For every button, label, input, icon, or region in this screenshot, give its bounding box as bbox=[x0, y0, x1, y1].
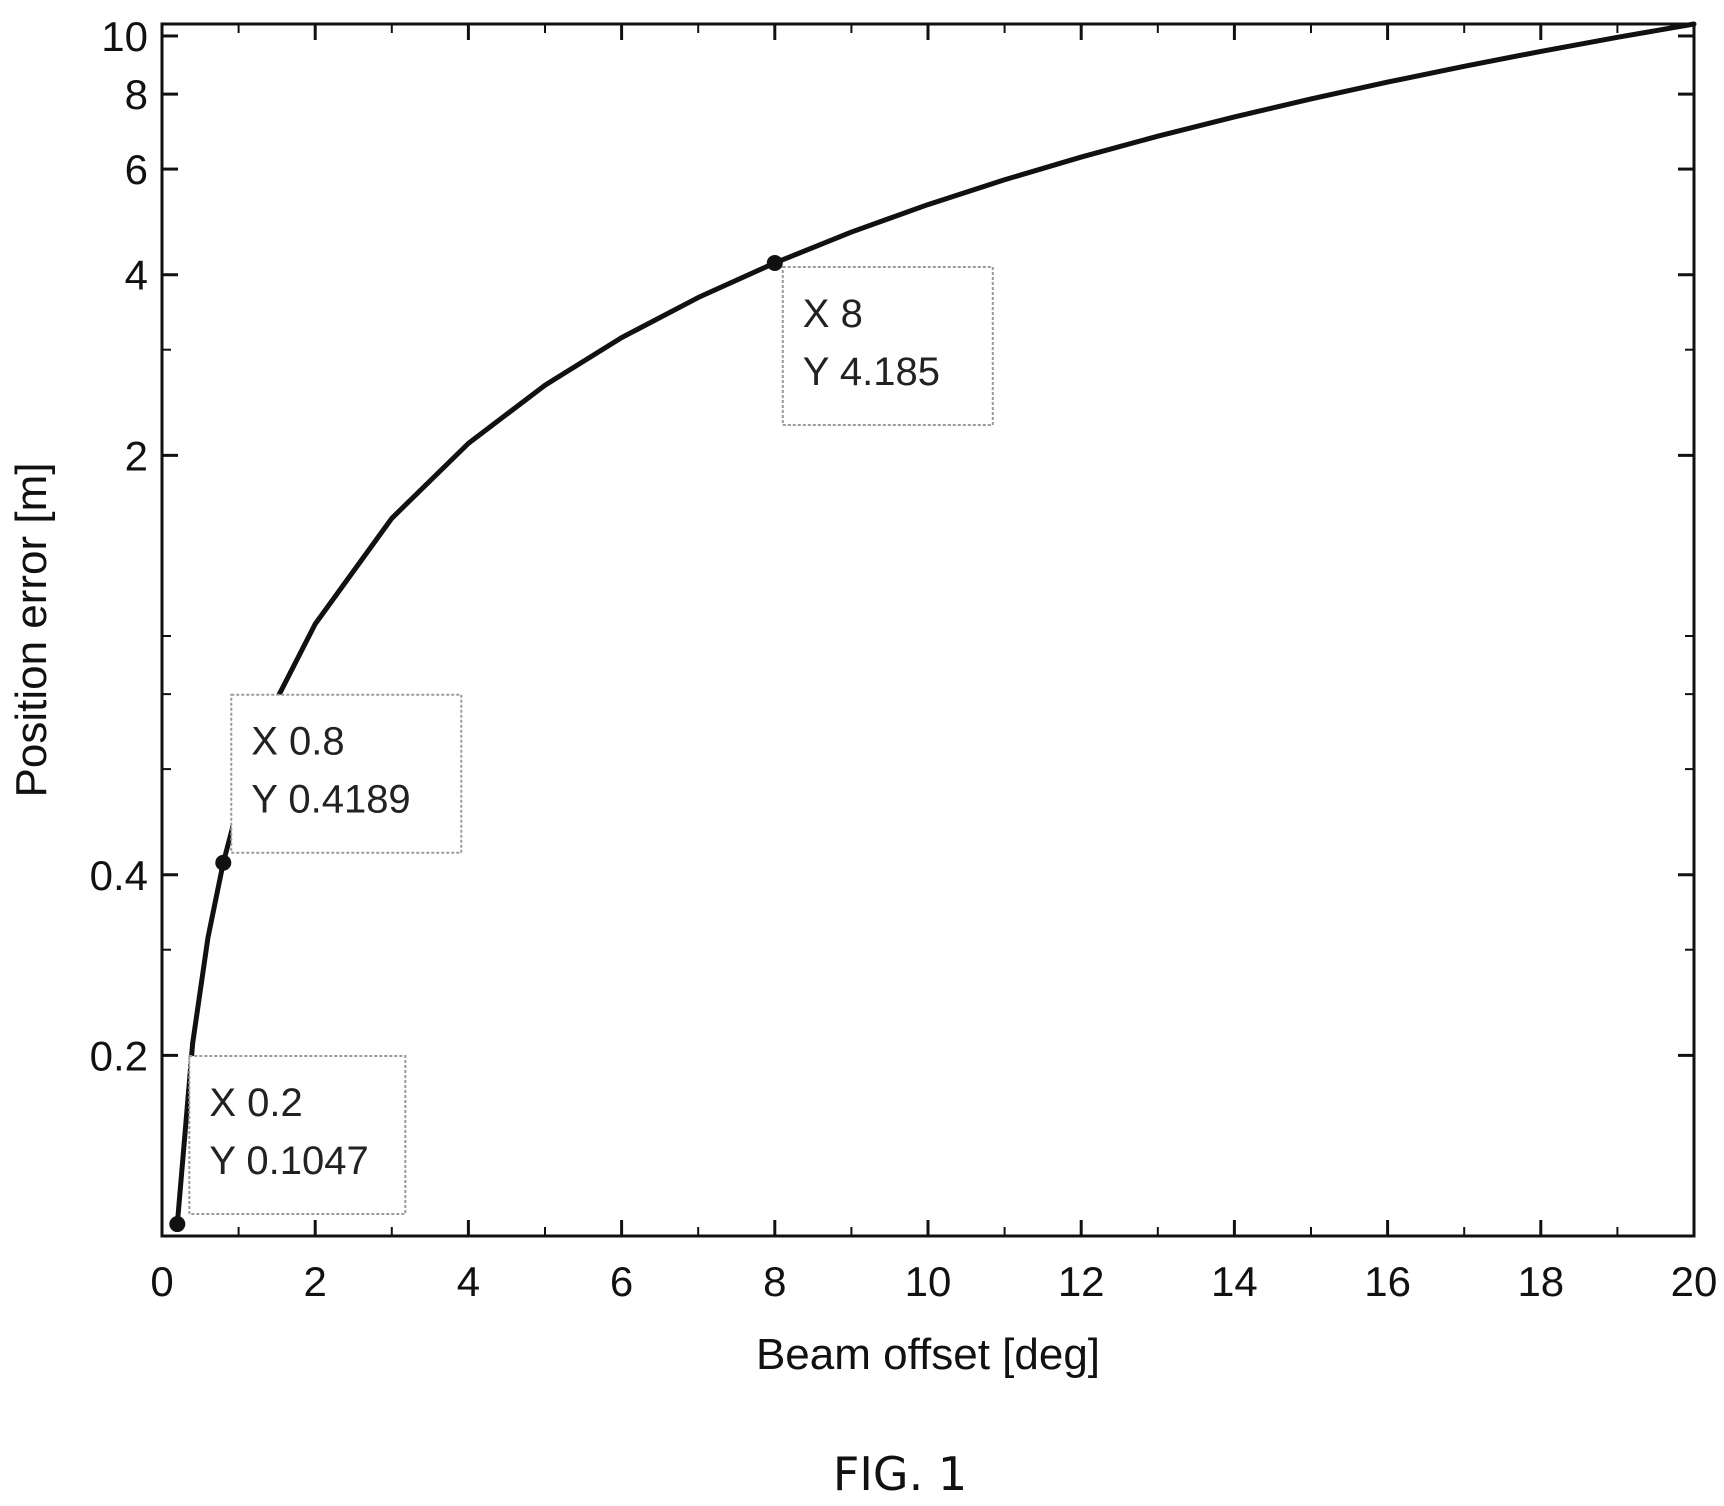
y-tick-label: 6 bbox=[125, 146, 148, 193]
data-tip-x: X 0.8 bbox=[251, 720, 344, 764]
x-axis-title: Beam offset [deg] bbox=[756, 1330, 1100, 1379]
y-axis-title: Position error [m] bbox=[7, 463, 56, 798]
figure-caption: FIG. 1 bbox=[833, 1447, 967, 1501]
x-tick-label: 6 bbox=[610, 1258, 633, 1305]
x-tick-label: 14 bbox=[1211, 1258, 1258, 1305]
data-tip-y: Y 0.1047 bbox=[209, 1139, 368, 1183]
tick-labels: 0 2 4 6 8 10 12 14 16 18 20 0.2 0.4 2 4 6 8 10 bbox=[90, 13, 1718, 1305]
x-tick-label: 4 bbox=[457, 1258, 480, 1305]
data-tip-y: Y 4.185 bbox=[803, 350, 940, 394]
x-tick-label: 20 bbox=[1671, 1258, 1718, 1305]
y-tick-label: 4 bbox=[125, 252, 148, 299]
axis-ticks bbox=[160, 24, 1696, 1236]
y-tick-label: 8 bbox=[125, 71, 148, 118]
y-tick-label: 2 bbox=[125, 432, 148, 479]
data-tip-marker bbox=[766, 254, 783, 271]
x-tick-label: 16 bbox=[1364, 1258, 1411, 1305]
data-tip-marker bbox=[169, 1216, 186, 1233]
data-tip: X 0.2 Y 0.1047 bbox=[169, 1055, 407, 1233]
data-tip-marker bbox=[215, 854, 232, 871]
data-tip-box bbox=[188, 1055, 407, 1216]
x-tick-label: 12 bbox=[1058, 1258, 1105, 1305]
x-tick-label: 0 bbox=[150, 1258, 173, 1305]
data-tip-box bbox=[781, 265, 994, 426]
y-tick-label: 0.4 bbox=[90, 852, 148, 899]
data-tip: X 0.8 Y 0.4189 bbox=[215, 693, 463, 871]
x-tick-label: 10 bbox=[905, 1258, 952, 1305]
series-line bbox=[174, 21, 1697, 1227]
data-tip-x: X 0.2 bbox=[209, 1081, 302, 1125]
data-tip: X 8 Y 4.185 bbox=[766, 254, 994, 426]
y-tick-label: 0.2 bbox=[90, 1032, 148, 1079]
data-tip-x: X 8 bbox=[803, 292, 863, 336]
x-tick-label: 2 bbox=[304, 1258, 327, 1305]
annotations: X 0.2 Y 0.1047 X 0.8 Y 0.4189 X 8 Y 4.185 bbox=[169, 254, 994, 1233]
y-tick-label: 10 bbox=[101, 13, 148, 60]
x-tick-label: 18 bbox=[1517, 1258, 1564, 1305]
data-tip-box bbox=[230, 693, 463, 854]
x-tick-label: 8 bbox=[763, 1258, 786, 1305]
data-tip-y: Y 0.4189 bbox=[251, 778, 410, 822]
